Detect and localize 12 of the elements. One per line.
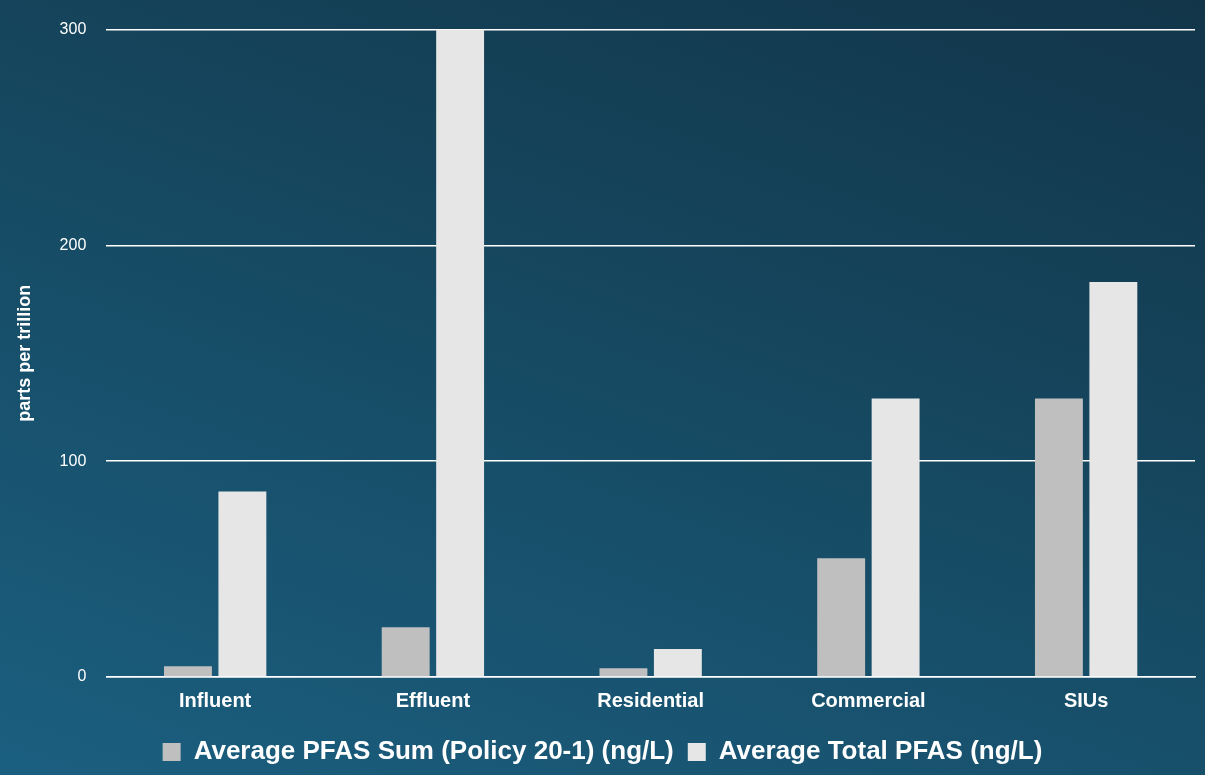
y-tick-label: 0 — [77, 667, 87, 685]
y-tick-label: 100 — [59, 451, 87, 469]
legend-label: Average Total PFAS (ng/L) — [718, 735, 1043, 766]
legend-label: Average PFAS Sum (Policy 20-1) (ng/L) — [193, 735, 674, 766]
y-tick-label: 200 — [59, 235, 87, 253]
x-tick-label: Residential — [597, 688, 704, 711]
x-tick-label: Influent — [179, 688, 252, 711]
y-tick-label: 300 — [59, 20, 87, 38]
x-tick-label: Commercial — [811, 688, 926, 711]
y-axis-title: parts per trillion — [13, 284, 34, 422]
x-tick-label: SIUs — [1063, 688, 1109, 711]
x-tick-label: Effluent — [395, 688, 471, 711]
